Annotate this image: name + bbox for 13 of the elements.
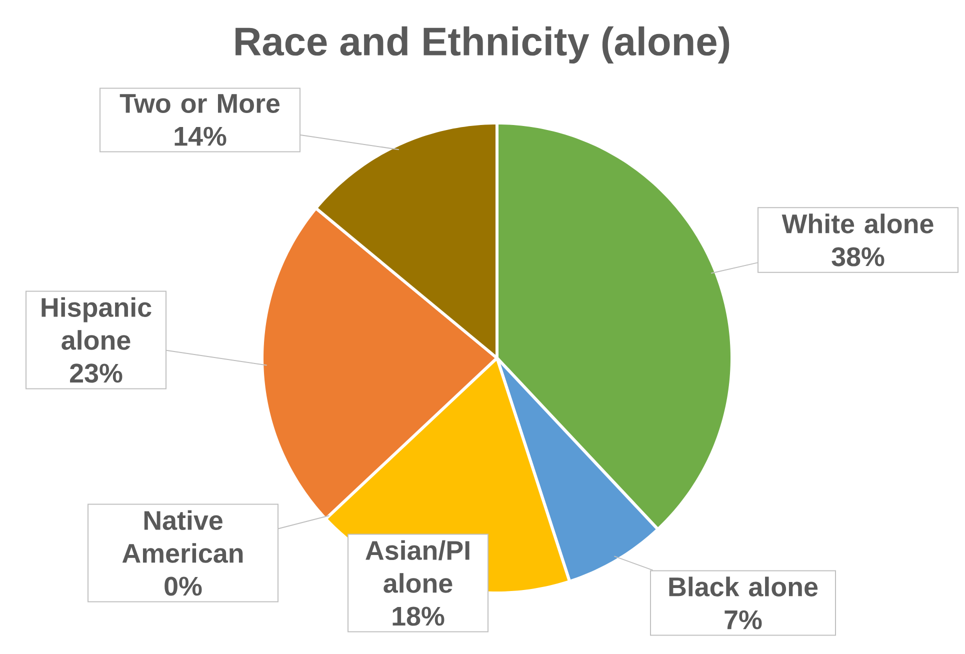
- slice-label: Black alone: [669, 576, 818, 596]
- slice-label: Two or More: [120, 94, 280, 113]
- data-label: 14%: [174, 126, 226, 146]
- data-label: 18%: [392, 606, 444, 626]
- legend-label: Native American: [122, 510, 243, 563]
- slice-label: White alone: [782, 214, 934, 234]
- data-label: 7%: [724, 610, 762, 630]
- data-label: 38%: [832, 247, 884, 266]
- slice-label: Asian/PI alone: [366, 540, 470, 593]
- chart-title: Race and Ethnicity (alone): [236, 26, 730, 64]
- text: 0%: [164, 576, 202, 596]
- data-label: 23%: [70, 364, 122, 383]
- slice-label: Hispanic alone: [42, 297, 152, 350]
